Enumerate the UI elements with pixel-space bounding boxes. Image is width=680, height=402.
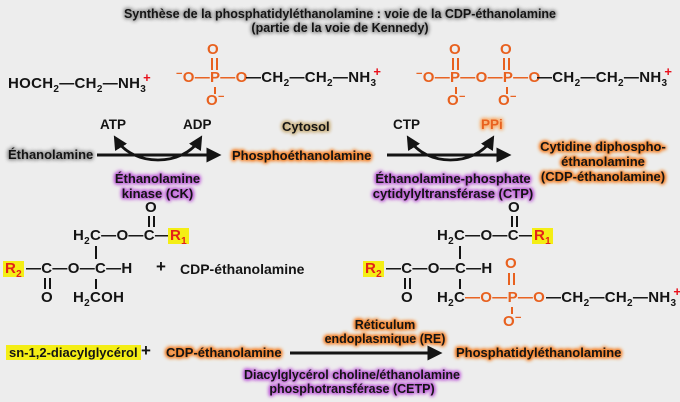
- double-bond: [508, 273, 515, 285]
- location-re-label: Réticulum endoplasmique (RE): [300, 318, 470, 346]
- formula-fragment: R1: [532, 227, 554, 247]
- formula-fragment: O: [41, 289, 53, 306]
- formula-fragment: —O—P—O: [465, 289, 546, 306]
- double-bond: [503, 58, 510, 70]
- location-cytosol: Cytosol: [282, 119, 330, 134]
- enzyme-ck-line2: kinase (CK): [121, 186, 194, 201]
- enzyme-cetp-line1: Diacylglycérol choline/éthanolamine: [243, 368, 461, 382]
- double-bond: [44, 278, 51, 289]
- enzyme-cetp-line2: phosphotransférase (CETP): [269, 382, 435, 396]
- product-cdp-line1: Cytidine diphospho-: [540, 139, 666, 154]
- formula-fragment: H2C—O—C—: [437, 227, 535, 247]
- formula-fragment: O−: [447, 91, 466, 109]
- single-bond: [95, 279, 97, 289]
- formula-fragment: O: [449, 41, 461, 58]
- double-bond: [148, 216, 155, 227]
- cofactor-ctp: CTP: [393, 117, 420, 132]
- product-cdp-ethanolamine-label: Cytidine diphospho- éthanolamine (CDP-ét…: [533, 139, 673, 184]
- single-bond: [459, 246, 461, 259]
- double-bond: [211, 58, 218, 70]
- formula-fragment: —CH2—CH2—NH3+: [537, 64, 673, 89]
- single-bond: [511, 307, 513, 314]
- enzyme-cetp-label: Diacylglycérol choline/éthanolamine phos…: [243, 368, 461, 396]
- double-bond: [404, 278, 411, 289]
- product-cdp-line3: (CDP-éthanolamine): [540, 169, 666, 184]
- diagram-title-line2: (partie de la voie de Kennedy): [0, 21, 680, 35]
- single-bond: [455, 87, 457, 94]
- formula-fragment: O: [207, 41, 219, 58]
- formula-fragment: —CH2—CH2—NH3+: [546, 284, 680, 309]
- product-phosphoethanolamine: Phosphoéthanolamine: [232, 148, 372, 163]
- formula-fragment: −O—P—O—P—O: [416, 68, 541, 86]
- formula-fragment: —C—O—C—H: [386, 260, 493, 277]
- formula-fragment: —C—O—C—H: [26, 260, 133, 277]
- formula-fragment: O: [401, 289, 413, 306]
- formula-fragment: O: [145, 199, 157, 216]
- formula-fragment: O: [505, 255, 517, 272]
- title-text: Synthèse de la phosphatidyléthanolamine …: [123, 7, 557, 21]
- formula-fragment: R2: [3, 260, 25, 280]
- formula-fragment: HOCH2—CH2—NH3+: [8, 70, 152, 95]
- formula-fragment: O: [508, 199, 520, 216]
- formula-fragment: —CH2—CH2—NH3+: [246, 64, 382, 89]
- diagram-title-line1: Synthèse de la phosphatidyléthanolamine …: [0, 7, 680, 21]
- reaction1-arrow: [97, 135, 222, 163]
- enzyme-ctp-line2: cytidylyltransférase (CTP): [372, 186, 534, 201]
- enzyme-ctp-line1: Éthanolamine-phosphate: [375, 171, 531, 186]
- substrate-diacylglycerol: sn-1,2-diacylglycérol: [6, 345, 141, 360]
- cofactor-atp: ATP: [100, 117, 126, 132]
- single-bond: [95, 246, 97, 259]
- formula-fragment: O−: [498, 91, 517, 109]
- formula-fragment: H2COH: [73, 289, 125, 309]
- formula-fragment: O−: [206, 91, 225, 109]
- single-bond: [506, 87, 508, 94]
- cofactor-ppi: PPi: [481, 117, 503, 132]
- enzyme-ck-label: Éthanolamine kinase (CK): [95, 171, 220, 201]
- formula-fragment: H2C: [437, 289, 466, 309]
- single-bond: [214, 87, 216, 94]
- single-bond: [459, 279, 461, 289]
- enzyme-ck-line1: Éthanolamine: [114, 171, 201, 186]
- location-re-line1: Réticulum: [354, 318, 416, 332]
- formula-fragment: R1: [168, 227, 190, 247]
- substrate-cdp-ethanolamine: CDP-éthanolamine: [166, 345, 282, 360]
- product-phosphatidylethanolamine: Phosphatidyléthanolamine: [456, 345, 622, 360]
- cdp-ethanolamine-text: CDP-éthanolamine: [180, 261, 305, 277]
- double-bond: [452, 58, 459, 70]
- double-bond: [511, 216, 518, 227]
- product-cdp-line2: éthanolamine: [561, 154, 645, 169]
- location-re-line2: endoplasmique (RE): [324, 332, 446, 346]
- plus-sign: +: [141, 341, 151, 360]
- formula-fragment: O: [500, 41, 512, 58]
- plus-sign: +: [156, 257, 166, 276]
- cofactor-adp: ADP: [183, 117, 212, 132]
- formula-fragment: O−: [503, 312, 522, 330]
- reaction2-arrow: [387, 135, 512, 163]
- substrate-label-ethanolamine: Éthanolamine: [8, 147, 94, 162]
- subtitle-text: (partie de la voie de Kennedy): [251, 21, 429, 35]
- formula-fragment: R2: [363, 260, 385, 280]
- formula-fragment: H2C—O—C—: [73, 227, 171, 247]
- reaction3-arrow: [290, 345, 443, 361]
- formula-fragment: −O—P—O: [176, 68, 248, 86]
- enzyme-ctp-label: Éthanolamine-phosphate cytidylyltransfér…: [368, 171, 538, 201]
